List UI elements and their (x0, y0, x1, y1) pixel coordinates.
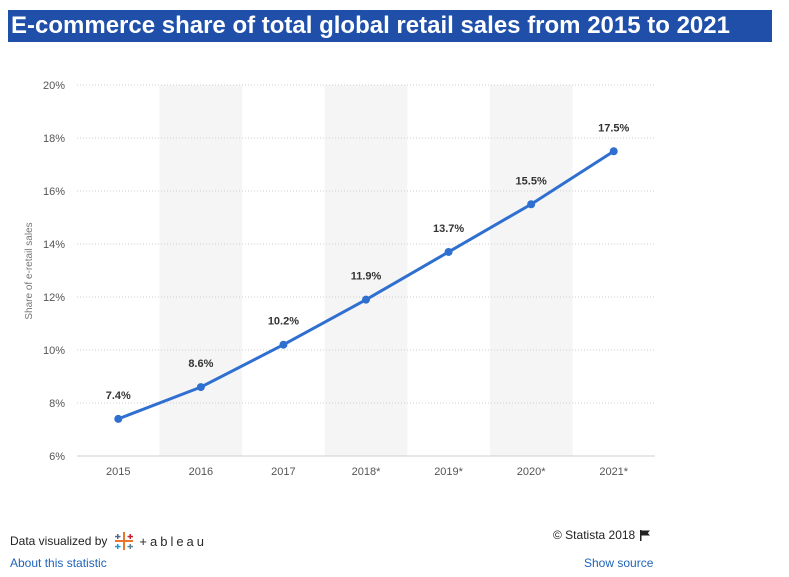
x-tick-label: 2015 (106, 466, 130, 478)
chart-title: E-commerce share of total global retail … (8, 10, 772, 42)
y-tick-label: 18% (43, 133, 65, 145)
data-point (444, 247, 453, 256)
column-band (324, 85, 408, 456)
data-point (279, 340, 288, 349)
show-source-link[interactable]: Show source (584, 556, 654, 570)
data-point (196, 383, 205, 392)
data-point (527, 200, 536, 209)
data-label: 7.4% (106, 390, 131, 402)
x-tick-label: 2016 (189, 466, 213, 478)
copyright-notice: © Statista 2018 (553, 528, 651, 542)
y-tick-label: 20% (43, 80, 65, 92)
data-point (362, 295, 370, 304)
data-label: 17.5% (598, 122, 629, 134)
data-label: 10.2% (268, 316, 299, 328)
x-tick-label: 2019* (434, 466, 463, 478)
data-label: 15.5% (516, 175, 547, 187)
y-tick-label: 8% (49, 398, 65, 410)
y-axis-label: Share of e-retail sales (24, 222, 35, 319)
copyright-text: © Statista 2018 (553, 528, 636, 542)
y-tick-label: 16% (43, 186, 65, 198)
data-label: 13.7% (433, 223, 464, 235)
x-tick-label: 2021* (599, 466, 628, 478)
y-tick-label: 14% (43, 239, 65, 251)
data-point (609, 147, 618, 156)
x-tick-label: 2017 (271, 466, 295, 478)
about-statistic-link[interactable]: About this statistic (10, 556, 107, 570)
line-chart: 6% 8% 10% 12% 14% 16% 18% 20% 2015 2016 2017 2018* 2… (24, 80, 655, 478)
data-point (114, 414, 123, 423)
data-label: 8.6% (188, 358, 213, 370)
y-tick-label: 10% (43, 345, 65, 357)
data-label: 11.9% (351, 271, 382, 283)
data-visualized-by-label: Data visualized by (10, 534, 108, 548)
flag-icon[interactable] (639, 529, 651, 541)
data-visualized-by: Data visualized by +ableau (10, 530, 207, 552)
column-band (489, 85, 573, 456)
tableau-cross-icon (115, 532, 134, 550)
tableau-logo[interactable]: +ableau (113, 530, 207, 552)
x-tick-label: 2020* (517, 466, 546, 478)
column-band (159, 85, 243, 456)
tableau-wordmark: +ableau (139, 533, 208, 549)
x-tick-label: 2018* (352, 466, 381, 478)
y-tick-label: 12% (43, 292, 65, 304)
y-tick-label: 6% (49, 451, 65, 463)
